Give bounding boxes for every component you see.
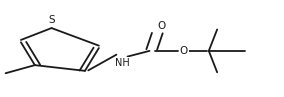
Text: S: S xyxy=(48,15,55,25)
Text: NH: NH xyxy=(115,58,130,68)
Text: O: O xyxy=(157,21,166,31)
Text: O: O xyxy=(179,46,188,56)
